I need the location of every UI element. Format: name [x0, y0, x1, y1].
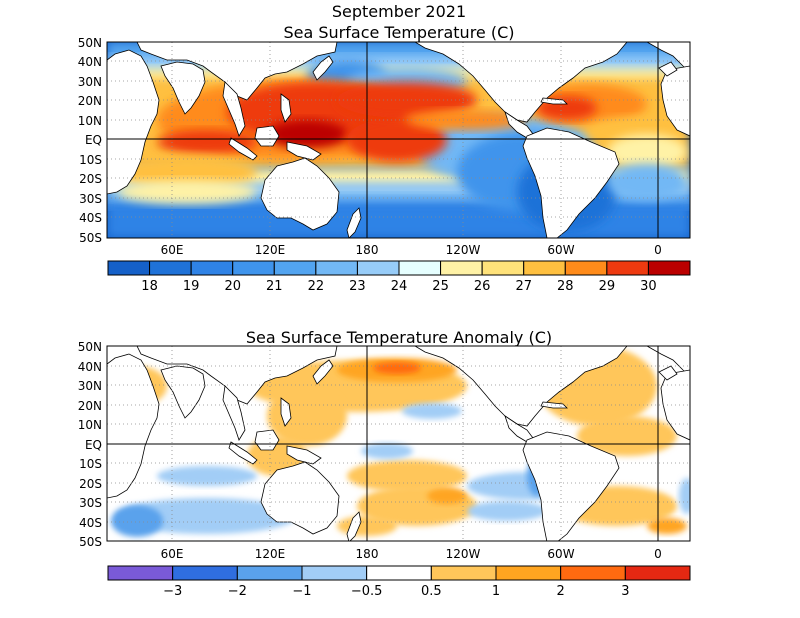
sst-colorbar-labels: 18 19 20 21 22 23 24 25 26 27 28 29 30 [141, 279, 656, 294]
colorbar-tick-label: 24 [391, 279, 408, 294]
sst-lat-labels: 50N 40N 30N 20N 10N EQ 10S 20S 30S 40S 5… [78, 36, 102, 245]
lat-label: 50N [78, 36, 102, 50]
bottom-panel-title: Sea Surface Temperature Anomaly (C) [246, 328, 552, 347]
lat-label: 20N [78, 94, 102, 108]
colorbar-swatch [398, 260, 442, 276]
lon-label: 120E [255, 243, 286, 257]
colorbar-swatch [647, 260, 691, 276]
colorbar-swatch [149, 260, 192, 276]
colorbar-swatch [523, 260, 566, 276]
lat-label: EQ [85, 438, 102, 452]
lat-label: 20N [78, 399, 102, 413]
lat-label: 50S [79, 535, 102, 549]
colorbar-swatch [606, 260, 649, 276]
colorbar-tick-label: −2 [228, 584, 247, 599]
colorbar-swatch [273, 260, 317, 276]
lon-label: 0 [654, 547, 662, 561]
lat-label: 40S [79, 516, 102, 530]
colorbar-tick-label: 26 [474, 279, 491, 294]
colorbar-swatch [564, 260, 608, 276]
lat-label: EQ [85, 133, 102, 147]
colorbar-tick-label: −3 [163, 584, 182, 599]
figure-title: September 2021 [332, 2, 466, 21]
colorbar-swatch [107, 260, 151, 276]
lat-label: 10S [79, 457, 102, 471]
lat-label: 20S [79, 477, 102, 491]
colorbar-swatch [232, 260, 275, 276]
anomaly-colorbar [107, 565, 691, 581]
lon-label: 60W [547, 243, 574, 257]
colorbar-swatch [495, 565, 562, 581]
top-panel-title: Sea Surface Temperature (C) [283, 23, 514, 42]
colorbar-tick-label: 2 [557, 584, 565, 599]
lon-label: 120E [255, 547, 286, 561]
colorbar-swatch [624, 565, 691, 581]
colorbar-tick-label: 28 [557, 279, 574, 294]
colorbar-swatch [236, 565, 303, 581]
anomaly-lat-labels: 50N 40N 30N 20N 10N EQ 10S 20S 30S 40S 5… [78, 340, 102, 549]
colorbar-swatch [172, 565, 238, 581]
anomaly-gridlines [107, 346, 690, 541]
colorbar-tick-label: 3 [621, 584, 629, 599]
colorbar-tick-label: 30 [640, 279, 657, 294]
lon-label: 180 [356, 243, 379, 257]
lat-label: 20S [79, 172, 102, 186]
sst-map-panel: 50N 40N 30N 20N 10N EQ 10S 20S 30S 40S 5… [78, 36, 691, 257]
colorbar-tick-label: −1 [292, 584, 311, 599]
lat-label: 50N [78, 340, 102, 354]
colorbar-tick-label: 23 [349, 279, 366, 294]
colorbar-tick-label: 20 [224, 279, 241, 294]
sst-lon-labels: 60E 120E 180 120W 60W 0 [161, 243, 662, 257]
colorbar-swatch [440, 260, 483, 276]
lat-label: 30S [79, 496, 102, 510]
colorbar-swatch [301, 565, 368, 581]
lon-label: 0 [654, 243, 662, 257]
lat-label: 40N [78, 55, 102, 69]
colorbar-tick-label: 0.5 [421, 584, 442, 599]
lon-label: 60E [161, 243, 184, 257]
lon-label: 180 [356, 547, 379, 561]
lat-label: 30N [78, 75, 102, 89]
colorbar-swatch [107, 565, 174, 581]
lon-label: 60W [547, 547, 574, 561]
colorbar-swatch [190, 260, 234, 276]
colorbar-tick-label: 27 [515, 279, 532, 294]
colorbar-tick-label: 1 [492, 584, 500, 599]
lat-label: 40N [78, 360, 102, 374]
anomaly-colorbar-labels: −3 −2 −1 −0.5 0.5 1 2 3 [163, 584, 629, 599]
lon-label: 120W [446, 547, 481, 561]
colorbar-swatch [430, 565, 497, 581]
colorbar-tick-label: 19 [183, 279, 200, 294]
lat-label: 10N [78, 114, 102, 128]
colorbar-tick-label: −0.5 [351, 584, 383, 599]
anomaly-map-panel: 50N 40N 30N 20N 10N EQ 10S 20S 30S 40S 5… [78, 340, 691, 561]
anomaly-lon-labels: 60E 120E 180 120W 60W 0 [161, 547, 662, 561]
lat-label: 40S [79, 211, 102, 225]
lat-label: 30S [79, 192, 102, 206]
sst-gridlines [107, 42, 690, 238]
lat-label: 50S [79, 231, 102, 245]
colorbar-tick-label: 21 [266, 279, 283, 294]
colorbar-tick-label: 22 [308, 279, 325, 294]
colorbar-tick-label: 25 [432, 279, 449, 294]
sst-colorbar [107, 260, 691, 276]
lon-label: 60E [161, 547, 184, 561]
colorbar-swatch [481, 260, 525, 276]
lat-label: 30N [78, 379, 102, 393]
colorbar-swatch [560, 565, 626, 581]
colorbar-tick-label: 18 [141, 279, 158, 294]
lat-label: 10N [78, 418, 102, 432]
lat-label: 10S [79, 153, 102, 167]
lon-label: 120W [446, 243, 481, 257]
colorbar-tick-label: 29 [599, 279, 616, 294]
colorbar-swatch [315, 260, 358, 276]
colorbar-swatch [356, 260, 400, 276]
colorbar-swatch [366, 565, 432, 581]
